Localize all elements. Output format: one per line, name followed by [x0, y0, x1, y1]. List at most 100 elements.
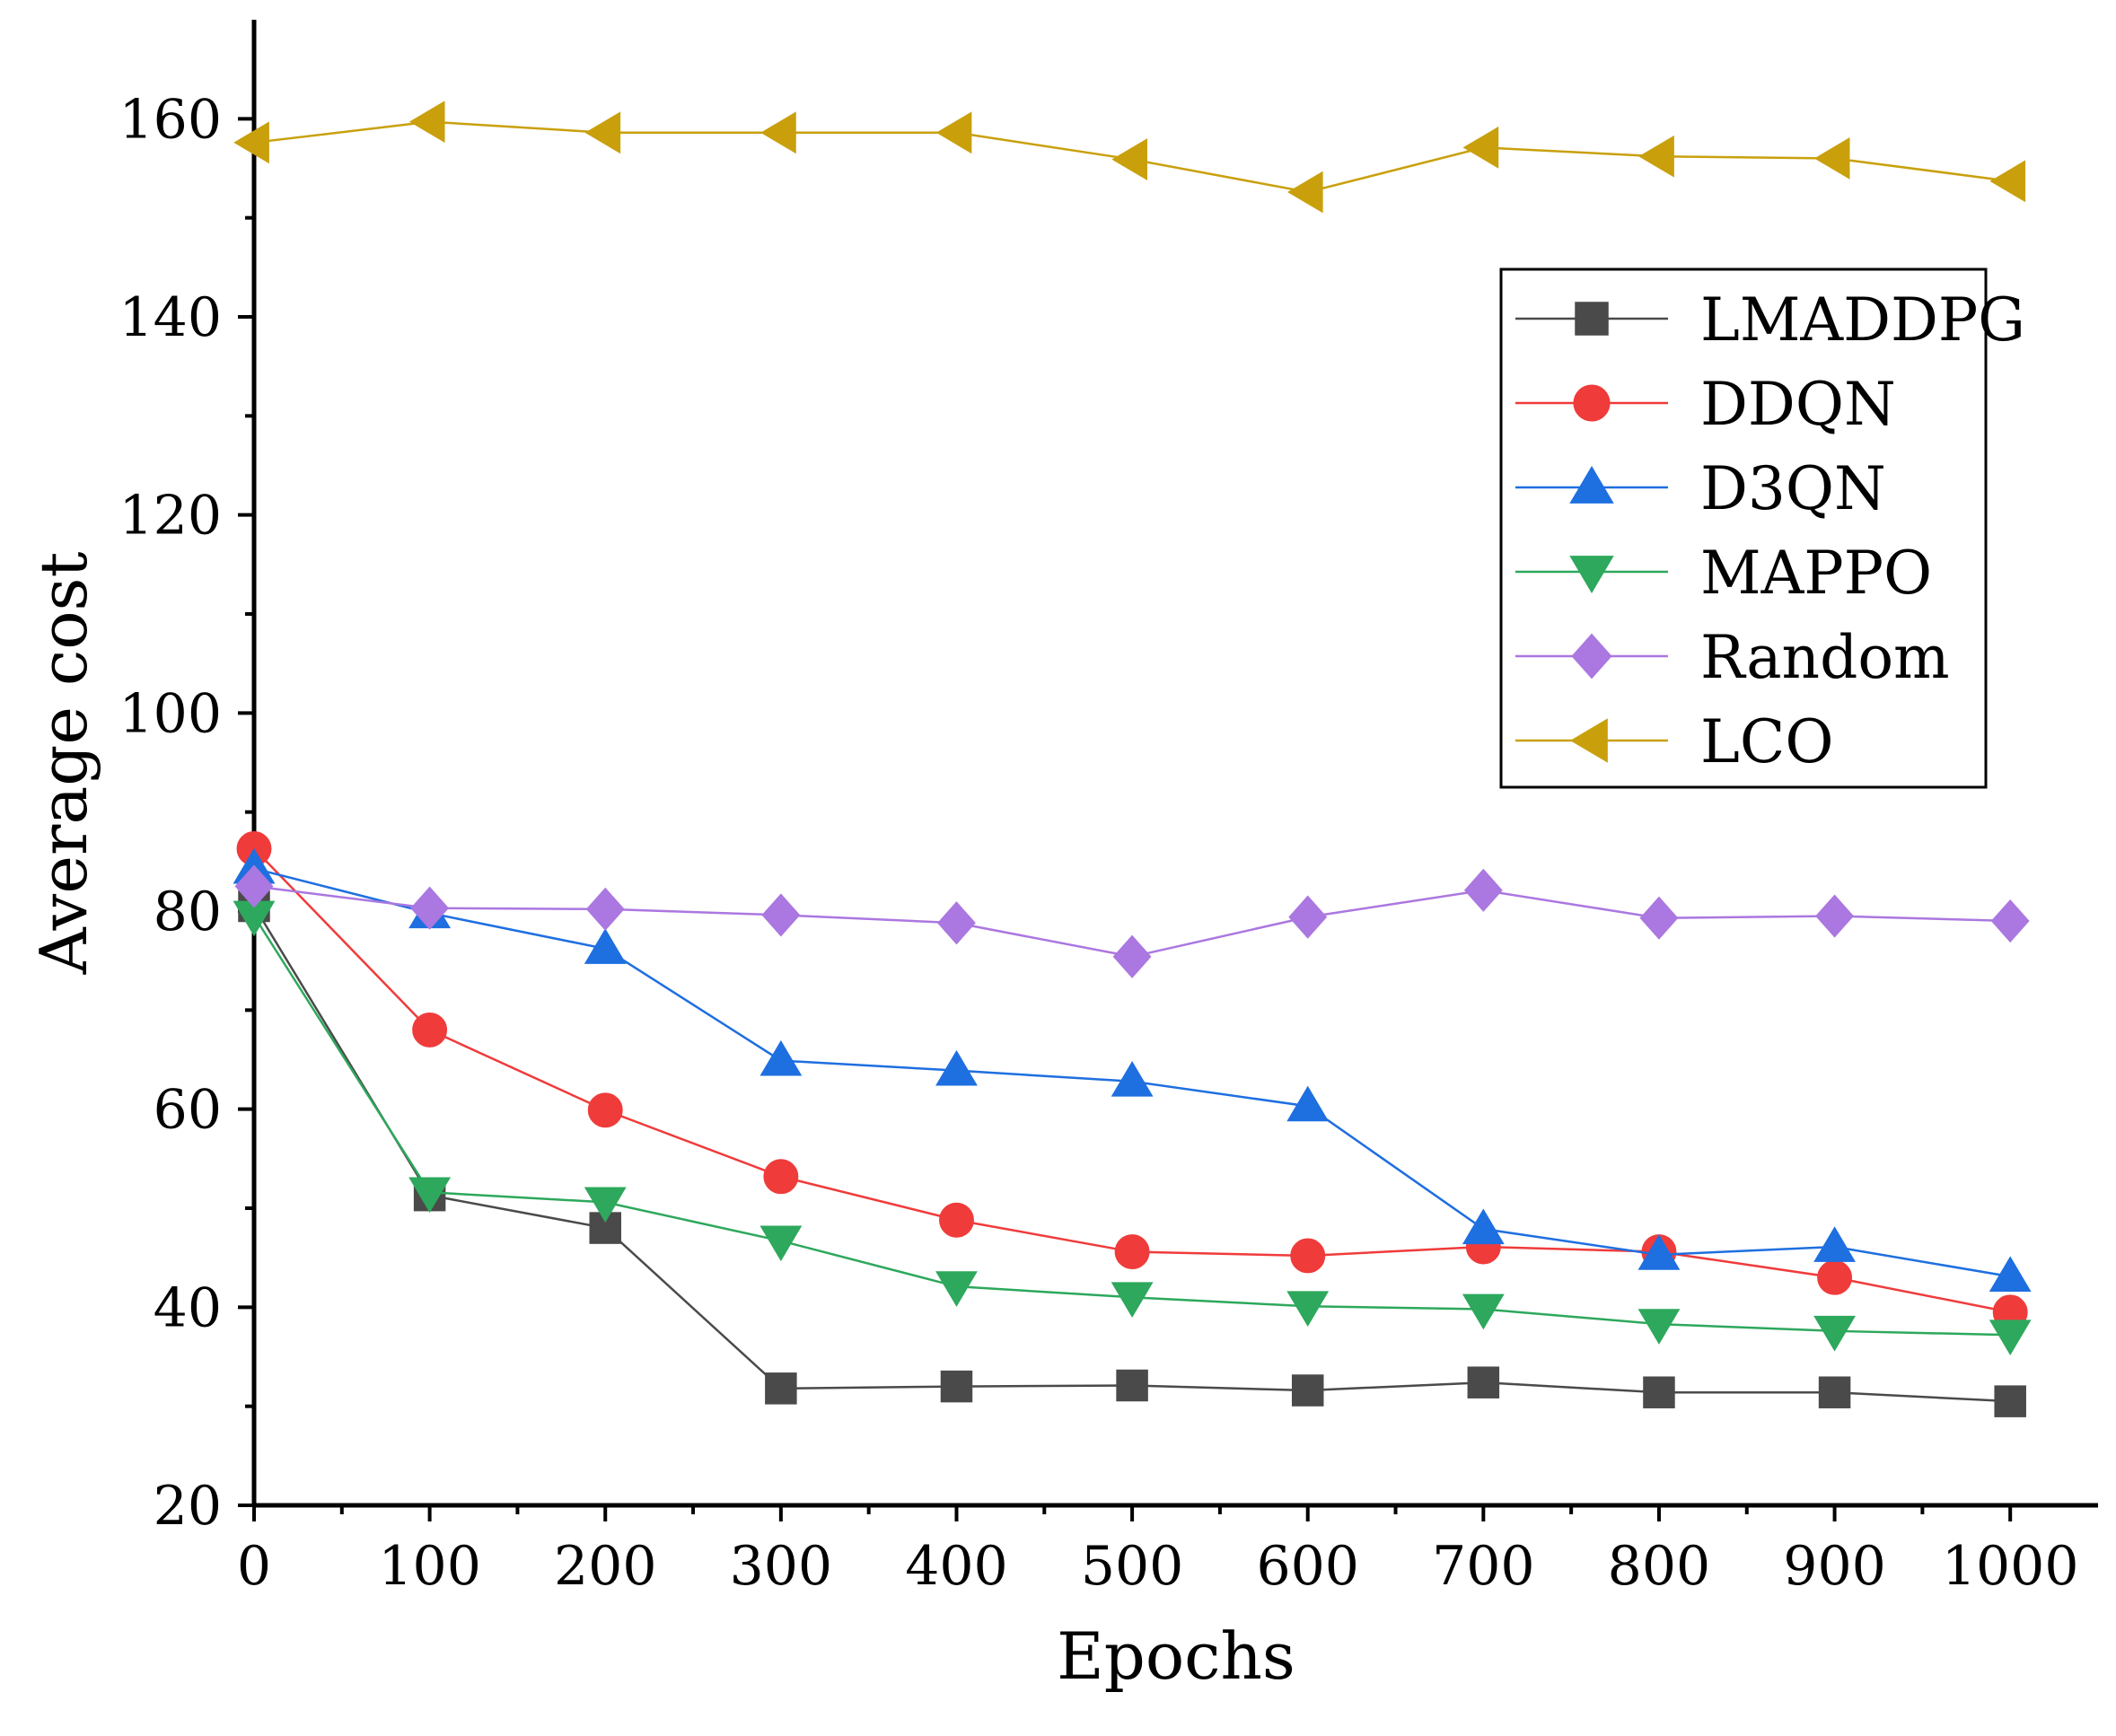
legend-marker-d3qn [1569, 466, 1614, 504]
series-d3qn [233, 847, 2032, 1293]
legend-label-d3qn: D3QN [1700, 454, 1886, 523]
data-point-lco [408, 101, 445, 144]
axes: 20 40 60 80 100 120 140 160 0 100 200 300 400 500 600 7… [119, 20, 2098, 1598]
data-point-ddqn [412, 1012, 448, 1048]
x-axis-title: Epochs [1057, 1618, 1295, 1694]
data-point-random [585, 887, 625, 931]
data-point-mappo [1637, 1309, 1681, 1345]
data-point-lco [233, 121, 269, 164]
legend-marker-ddqn [1573, 384, 1611, 422]
data-point-lco [760, 111, 796, 154]
x-tick-label: 600 [1256, 1535, 1359, 1598]
x-tick-label: 200 [554, 1535, 657, 1598]
series-lco [233, 101, 2026, 214]
data-point-ddqn [763, 1159, 799, 1195]
series-line-mappo [252, 915, 2011, 1337]
series-mappo [233, 900, 2032, 1355]
legend-item-mappo: MAPPO [1515, 539, 1932, 608]
data-point-d3qn [935, 1049, 978, 1086]
data-point-lmaddpg [1643, 1376, 1675, 1408]
legend-item-ddqn: DDQN [1515, 370, 1896, 439]
data-point-lmaddpg [765, 1372, 797, 1405]
data-point-mappo [408, 1177, 452, 1214]
data-point-random [1990, 899, 2030, 943]
data-point-random [410, 886, 450, 930]
data-point-random [1639, 896, 1679, 940]
legend-box [1499, 267, 1988, 789]
data-point-random [1112, 934, 1152, 978]
data-point-lco [1462, 126, 1499, 169]
legend-item-lmaddpg: LMADDPG [1515, 285, 2025, 355]
data-point-d3qn [1462, 1208, 1505, 1245]
data-point-random [761, 893, 801, 937]
data-point-ddqn [1114, 1234, 1150, 1269]
legend-item-random: Random [1515, 623, 1950, 692]
y-tick-label: 40 [154, 1276, 222, 1339]
data-point-lco [584, 111, 621, 154]
data-point-lmaddpg [1818, 1376, 1851, 1408]
y-tick-label: 20 [154, 1475, 222, 1538]
y-tick-label: 160 [119, 88, 222, 151]
data-point-random [234, 864, 274, 908]
legend-item-lco: LCO [1515, 707, 1833, 776]
data-point-mappo [1813, 1315, 1856, 1352]
x-tick-label: 700 [1432, 1535, 1535, 1598]
x-tick-label: 1000 [1942, 1535, 2079, 1598]
data-point-ddqn [1290, 1238, 1326, 1274]
y-tick-label: 100 [119, 682, 222, 745]
data-point-ddqn [939, 1202, 974, 1238]
y-tick-label: 140 [119, 286, 222, 349]
data-point-lmaddpg [940, 1370, 973, 1403]
data-point-mappo [759, 1225, 803, 1262]
legend-marker-lco [1570, 718, 1608, 763]
legend: LMADDPG DDQN D3QN MAPPO Random LCO [1499, 267, 2025, 789]
y-tick-label: 120 [119, 485, 222, 548]
data-point-d3qn [759, 1039, 803, 1076]
series-random [234, 864, 2030, 978]
legend-label-random: Random [1700, 623, 1950, 692]
data-point-ddqn [587, 1092, 623, 1128]
legend-label-lmaddpg: LMADDPG [1700, 285, 2025, 355]
data-point-mappo [1462, 1293, 1505, 1330]
data-point-lco [1111, 138, 1147, 180]
y-tick-label: 80 [154, 881, 222, 943]
data-point-d3qn [1111, 1061, 1154, 1097]
x-tick-label: 900 [1783, 1535, 1886, 1598]
legend-marker-random [1571, 633, 1612, 679]
data-point-d3qn [1286, 1085, 1330, 1122]
legend-item-d3qn: D3QN [1515, 454, 1886, 523]
data-point-lco [1989, 160, 2026, 203]
data-point-d3qn [1989, 1256, 2032, 1293]
legend-marker-mappo [1569, 556, 1614, 593]
data-point-mappo [1989, 1320, 2032, 1355]
data-point-mappo [1111, 1282, 1154, 1319]
x-tick-label: 100 [378, 1535, 481, 1598]
data-point-mappo [1286, 1291, 1330, 1327]
data-point-mappo [584, 1187, 627, 1223]
data-point-lmaddpg [1116, 1369, 1148, 1402]
data-point-ddqn [1817, 1259, 1853, 1295]
data-point-lmaddpg [1994, 1385, 2026, 1417]
x-tick-label: 0 [237, 1535, 271, 1598]
x-tick-label: 300 [730, 1535, 833, 1598]
data-point-d3qn [1637, 1234, 1681, 1270]
legend-marker-lmaddpg [1575, 302, 1609, 336]
data-point-lmaddpg [1291, 1374, 1324, 1407]
series-layer [233, 101, 2032, 1417]
y-tick-label: 60 [154, 1079, 222, 1142]
data-point-mappo [935, 1271, 978, 1307]
data-point-lco [935, 111, 972, 154]
data-point-d3qn [584, 928, 627, 964]
data-point-lco [1813, 137, 1850, 180]
x-tick-label: 500 [1081, 1535, 1184, 1598]
x-tick-label: 400 [905, 1535, 1008, 1598]
data-point-lco [1638, 135, 1674, 178]
y-axis-title: Average cost [26, 552, 101, 976]
legend-label-ddqn: DDQN [1700, 370, 1896, 439]
data-point-random [1288, 895, 1328, 939]
data-point-random [1463, 868, 1503, 912]
legend-label-mappo: MAPPO [1700, 539, 1932, 608]
data-point-lco [1286, 171, 1323, 214]
